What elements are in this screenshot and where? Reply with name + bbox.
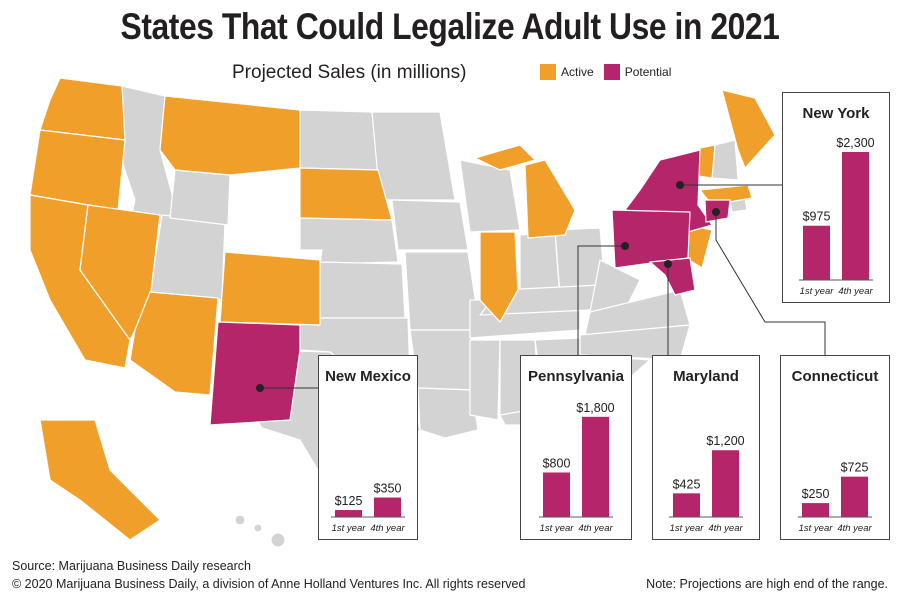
page-title: States That Could Legalize Adult Use in … [120, 6, 780, 47]
state-arizona [129, 291, 219, 396]
active-states [29, 77, 776, 541]
panel-title-new-mexico: New Mexico [325, 368, 411, 385]
state-nebraska [299, 217, 399, 265]
category-label-new-york-0: 1st year [800, 286, 835, 297]
panel-title-connecticut: Connecticut [791, 368, 879, 385]
category-label-connecticut-0: 1st year [799, 523, 834, 534]
legend-label-potential: Potential [624, 65, 672, 79]
data-label-pennsylvania-0: $800 [543, 456, 571, 470]
category-label-new-mexico-0: 1st year [332, 523, 367, 534]
panel-new-mexico: $125 1st year $350 4th year New Mexico [318, 355, 418, 540]
state-new-mexico [209, 321, 301, 426]
legend-swatch-potential [603, 64, 620, 80]
state-utah [149, 214, 226, 301]
panel-title-new-york: New York [802, 105, 870, 122]
category-label-new-york-1: 4th year [838, 286, 873, 297]
state-hawaii [234, 514, 286, 548]
panel-chart: $125 1st year $350 4th year [331, 482, 405, 534]
chart-subtitle: Projected Sales (in millions) [232, 62, 467, 83]
state-new-hampshire [711, 139, 739, 181]
panel-chart: $425 1st year $1,200 4th year [669, 434, 745, 534]
bar-connecticut-first-year [802, 503, 829, 517]
state-mississippi [469, 339, 501, 421]
bar-maryland-first-year [673, 493, 700, 517]
panel-chart: $250 1st year $725 4th year [798, 461, 872, 534]
panel-title-maryland: Maryland [673, 368, 739, 385]
panel-new-york: $975 1st year $2,300 4th year New York [782, 92, 890, 303]
category-label-connecticut-1: 4th year [837, 523, 872, 534]
data-label-new-mexico-1: $350 [374, 482, 402, 496]
data-label-new-york-0: $975 [803, 210, 831, 224]
source-note: Source: Marijuana Business Daily researc… [12, 559, 251, 573]
data-label-new-mexico-0: $125 [335, 494, 363, 508]
state-wisconsin [459, 159, 521, 233]
data-label-new-york-1: $2,300 [836, 136, 874, 150]
data-label-connecticut-1: $725 [841, 461, 869, 475]
bar-new-york-first-year [803, 225, 830, 280]
potential-states [209, 149, 731, 426]
state-washington [39, 77, 126, 141]
state-missouri [404, 251, 481, 331]
bar-pennsylvania-first-year [543, 472, 570, 517]
bar-maryland-fourth-year [712, 450, 739, 517]
leader-lines [260, 184, 826, 389]
panel-maryland: $425 1st year $1,200 4th year Maryland [652, 355, 760, 540]
copyright-note: © 2020 Marijuana Business Daily, a divis… [12, 577, 526, 591]
panel-pennsylvania: $800 1st year $1,800 4th year Pennsylvania [520, 355, 632, 540]
data-label-maryland-1: $1,200 [706, 434, 744, 448]
panel-chart: $975 1st year $2,300 4th year [799, 136, 875, 297]
state-minnesota [371, 111, 456, 201]
bar-new-york-fourth-year [842, 152, 869, 280]
bar-new-mexico-fourth-year [374, 497, 401, 517]
state-maine [721, 89, 776, 169]
bar-pennsylvania-fourth-year [582, 416, 609, 517]
data-label-connecticut-0: $250 [802, 487, 830, 501]
state-michigan-up [474, 144, 536, 171]
state-north-dakota [299, 109, 379, 171]
legend-swatch-active [540, 64, 556, 80]
category-label-maryland-1: 4th year [708, 523, 743, 534]
non-legal-states [117, 85, 748, 506]
state-illinois [479, 231, 519, 323]
legend-label-active: Active [561, 65, 594, 79]
panel-title-pennsylvania: Pennsylvania [528, 368, 624, 385]
bar-new-mexico-first-year [335, 510, 362, 517]
state-colorado [219, 251, 321, 326]
state-maryland [649, 257, 696, 296]
state-montana [159, 95, 301, 176]
state-iowa [391, 199, 469, 251]
legend-item-potential: Potential [603, 64, 672, 80]
panel-connecticut: $250 1st year $725 4th year Connecticut [780, 355, 890, 540]
state-kansas [319, 261, 406, 319]
state-michigan [524, 159, 576, 239]
legend-item-active: Active [540, 64, 594, 80]
state-arkansas [409, 329, 473, 391]
state-louisiana [417, 387, 479, 439]
data-label-maryland-0: $425 [673, 477, 701, 491]
legend: Active Potential [540, 64, 681, 80]
projection-note: Note: Projections are high end of the ra… [646, 577, 888, 591]
state-wyoming [169, 169, 231, 226]
category-label-maryland-0: 1st year [670, 523, 705, 534]
state-alaska [39, 419, 161, 541]
state-markers [256, 181, 720, 392]
data-label-pennsylvania-1: $1,800 [576, 401, 614, 415]
state-south-dakota [299, 167, 393, 221]
panel-chart: $800 1st year $1,800 4th year [539, 401, 615, 534]
category-label-new-mexico-1: 4th year [370, 523, 405, 534]
category-label-pennsylvania-0: 1st year [540, 523, 575, 534]
category-label-pennsylvania-1: 4th year [578, 523, 613, 534]
bar-connecticut-fourth-year [841, 476, 868, 517]
